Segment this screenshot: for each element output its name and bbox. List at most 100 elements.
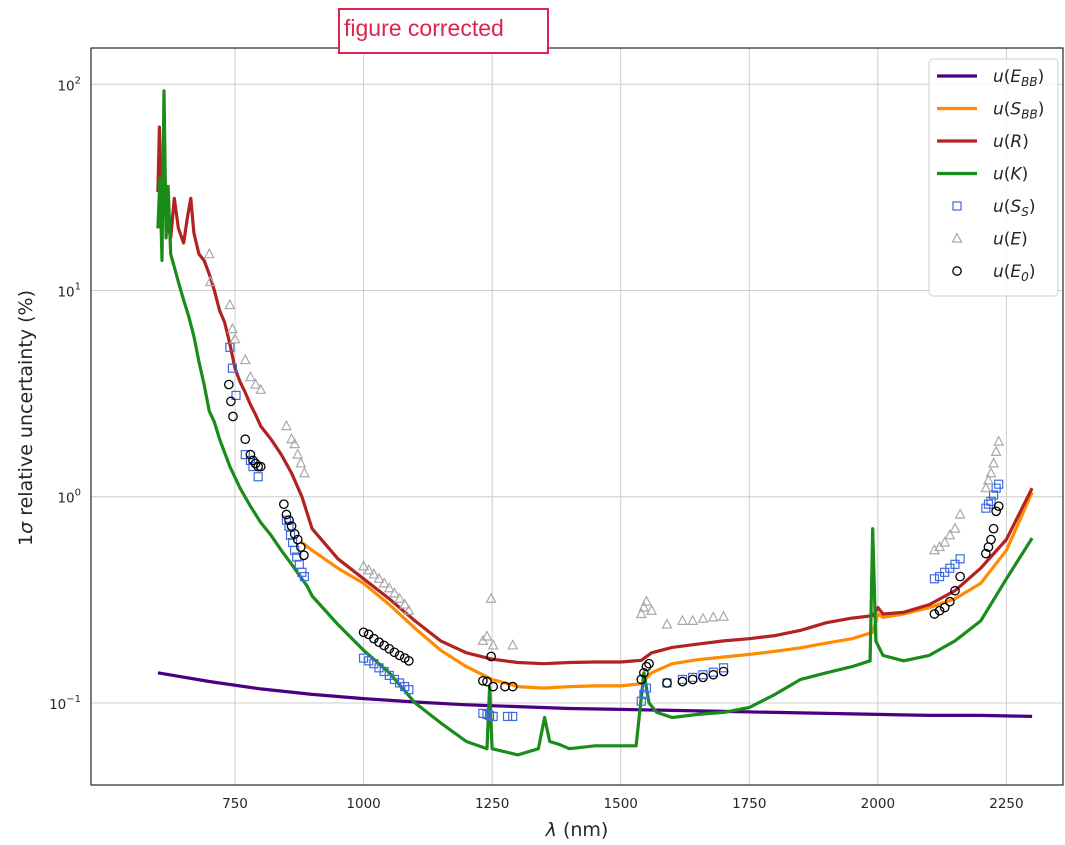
data-point-u-e- — [638, 601, 650, 612]
data-point-u-e- — [383, 581, 395, 593]
data-point-u-s-s- — [240, 450, 250, 460]
data-point-u-e- — [250, 378, 262, 389]
data-point-u-e- — [295, 457, 307, 468]
y-tick-label: 102 — [57, 75, 81, 94]
data-point-u-s-s- — [292, 552, 302, 562]
series-line-u-r- — [156, 125, 1034, 666]
data-point-u-s-s- — [508, 711, 518, 722]
data-point-u-e-0- — [284, 515, 294, 525]
data-point-u-e- — [928, 543, 940, 555]
data-point-u-e-0- — [374, 637, 384, 648]
data-point-u-e- — [993, 435, 1005, 446]
data-point-u-e- — [224, 298, 236, 310]
x-tick-label: 1250 — [475, 796, 509, 812]
data-point-u-e- — [640, 595, 652, 606]
data-point-u-e- — [368, 568, 380, 579]
data-point-u-e- — [388, 587, 400, 598]
data-point-u-e-0- — [253, 461, 263, 472]
legend-label: u(SS) — [993, 197, 1035, 219]
data-point-u-e- — [394, 592, 406, 603]
x-tick-label: 1000 — [346, 796, 380, 812]
data-point-u-e- — [280, 419, 292, 431]
data-point-u-s-s- — [227, 363, 238, 373]
data-point-u-e-0- — [255, 461, 266, 472]
legend-swatch — [952, 201, 962, 211]
data-point-u-s-s- — [285, 530, 296, 540]
legend-label: u(R) — [993, 132, 1029, 152]
data-point-u-e- — [944, 529, 956, 540]
data-point-u-e- — [635, 607, 647, 619]
x-tick-labels: 750 1000 1250 1500 1750 2000 2250 — [222, 796, 1023, 812]
data-point-u-e-0- — [245, 449, 256, 460]
data-point-u-e-0- — [991, 506, 1001, 517]
data-point-u-e-0- — [358, 627, 369, 638]
legend-label: u(E) — [993, 230, 1028, 250]
data-point-u-e- — [286, 432, 298, 444]
data-point-u-e-0- — [641, 661, 652, 672]
y-tick-label: 101 — [57, 282, 81, 301]
data-point-u-e- — [298, 466, 310, 478]
data-point-u-e-0- — [662, 678, 672, 688]
data-point-u-s-s- — [253, 472, 263, 482]
data-point-u-s-s- — [299, 571, 310, 582]
data-point-u-e-0- — [389, 647, 400, 658]
data-point-u-e- — [289, 437, 301, 449]
data-point-u-e-0- — [955, 571, 965, 582]
data-point-u-e- — [226, 322, 238, 334]
data-point-u-e-0- — [639, 667, 649, 678]
data-point-u-e-0- — [295, 542, 306, 552]
data-point-u-e-0- — [482, 676, 492, 687]
data-point-u-e- — [707, 611, 719, 622]
x-tick-label: 750 — [222, 796, 248, 812]
data-point-u-e- — [646, 604, 658, 615]
data-point-u-e-0- — [240, 434, 251, 445]
data-point-u-e- — [676, 614, 688, 625]
data-point-u-e- — [378, 577, 390, 588]
series-line-u-k- — [156, 89, 1034, 757]
data-point-u-e-0- — [394, 650, 405, 661]
data-point-u-e-0- — [993, 501, 1004, 512]
data-point-u-e- — [949, 522, 961, 533]
y-tick-label: 10−1 — [49, 694, 81, 713]
data-point-u-e- — [292, 448, 304, 459]
data-point-u-e- — [507, 639, 519, 650]
data-point-u-e- — [985, 466, 997, 478]
data-point-u-s-s- — [641, 683, 652, 693]
y-axis-label: 1σ relative uncertainty (%) — [15, 290, 37, 546]
legend-swatch — [952, 266, 962, 276]
data-point-u-e- — [403, 604, 415, 615]
series-lines — [156, 89, 1034, 757]
data-point-u-e- — [954, 508, 966, 519]
data-point-u-e-0- — [945, 596, 955, 607]
data-point-u-e- — [939, 536, 951, 547]
data-point-u-e-0- — [988, 523, 999, 534]
data-point-u-s-s- — [488, 711, 498, 722]
x-tick-label: 1750 — [732, 796, 766, 812]
data-point-u-e-0- — [223, 379, 234, 390]
data-point-u-e-0- — [698, 672, 708, 683]
data-point-u-e- — [399, 598, 411, 609]
data-point-u-s-s- — [677, 674, 688, 685]
data-point-u-e- — [373, 572, 385, 583]
data-point-u-e-0- — [636, 674, 647, 685]
data-point-u-e-0- — [486, 651, 496, 662]
data-point-u-e- — [363, 563, 375, 575]
data-point-u-e-0- — [281, 509, 292, 520]
data-point-u-e-0- — [507, 681, 518, 692]
data-point-u-s-s- — [950, 559, 960, 569]
data-point-u-e-0- — [226, 396, 236, 407]
data-point-u-s-s- — [986, 496, 996, 506]
legend-swatch — [951, 232, 963, 243]
data-point-u-e- — [255, 383, 267, 394]
data-point-u-e- — [988, 457, 1000, 468]
data-point-u-e-0- — [500, 681, 510, 692]
data-point-u-e-0- — [289, 529, 300, 539]
data-point-u-e- — [229, 333, 241, 344]
plot-frame — [90, 47, 1064, 786]
data-point-u-s-s- — [404, 685, 414, 695]
data-point-u-s-s- — [231, 390, 241, 401]
data-point-u-e-0- — [950, 585, 960, 596]
data-point-u-s-s- — [983, 499, 994, 509]
data-point-u-e-0- — [644, 658, 654, 669]
